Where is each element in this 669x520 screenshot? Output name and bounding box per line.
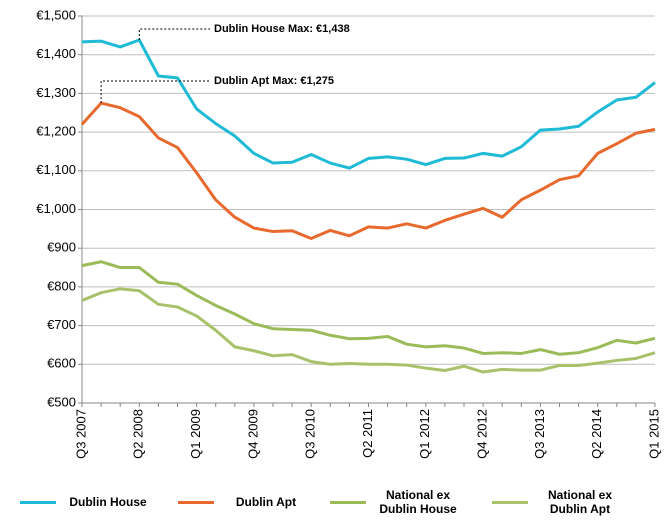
x-tick-label: Q3 2013 xyxy=(532,409,547,459)
legend-item: Dublin Apt xyxy=(178,484,312,520)
series-line xyxy=(81,38,656,170)
legend-swatch xyxy=(492,500,528,504)
x-tick-label: Q4 2012 xyxy=(475,409,490,459)
y-tick-label: €1,300 xyxy=(36,85,76,100)
y-tick-label: €500 xyxy=(47,394,76,409)
x-tick-label: Q3 2010 xyxy=(303,409,318,459)
legend-item: Dublin House xyxy=(20,484,154,520)
y-tick-label: €1,200 xyxy=(36,124,76,139)
legend: Dublin House Dublin Apt National ex Dublin… xyxy=(0,484,669,520)
y-tick-label: €800 xyxy=(47,278,76,293)
legend-swatch xyxy=(330,500,366,504)
x-tick-label: Q2 2014 xyxy=(589,409,604,459)
y-tick-label: €1,100 xyxy=(36,162,76,177)
legend-label: Dublin Apt xyxy=(235,495,297,509)
x-tick-label: Q4 2009 xyxy=(245,409,260,459)
y-tick-label: €1,000 xyxy=(36,201,76,216)
chart: €500 €600 €700 €800 €900 €1,000 €1,100 €1,200 €1… xyxy=(36,7,661,459)
series-line xyxy=(81,287,656,374)
annotation: Dublin Apt Max: €1,275 xyxy=(214,75,334,87)
x-tick-label: Q3 2007 xyxy=(73,409,88,459)
legend-label: National ex Dublin Apt xyxy=(547,488,613,516)
legend-swatch xyxy=(20,500,56,504)
series-line xyxy=(80,101,656,241)
legend-item: National ex Dublin Apt xyxy=(492,484,626,520)
legend-swatch xyxy=(178,500,214,504)
annotation-leader xyxy=(138,28,210,40)
y-tick-label: €1,400 xyxy=(36,46,76,61)
annotation-leader xyxy=(100,80,210,104)
y-tick-label: €700 xyxy=(47,317,76,332)
series-line xyxy=(81,260,656,356)
y-tick-label: €1,500 xyxy=(36,7,76,22)
x-tick-label: Q2 2011 xyxy=(360,409,375,458)
x-tick-label: Q1 2009 xyxy=(188,409,203,459)
annotation: Dublin House Max: €1,438 xyxy=(214,23,350,35)
x-tick-label: Q1 2015 xyxy=(646,409,661,459)
x-tick-label: Q2 2008 xyxy=(131,409,146,459)
x-tick-label: Q1 2012 xyxy=(417,409,432,459)
legend-item: National ex Dublin House xyxy=(330,484,464,520)
y-tick-label: €900 xyxy=(47,240,76,255)
legend-label: Dublin House xyxy=(69,495,147,509)
legend-label: National ex Dublin House xyxy=(379,488,457,516)
y-tick-label: €600 xyxy=(47,356,76,371)
